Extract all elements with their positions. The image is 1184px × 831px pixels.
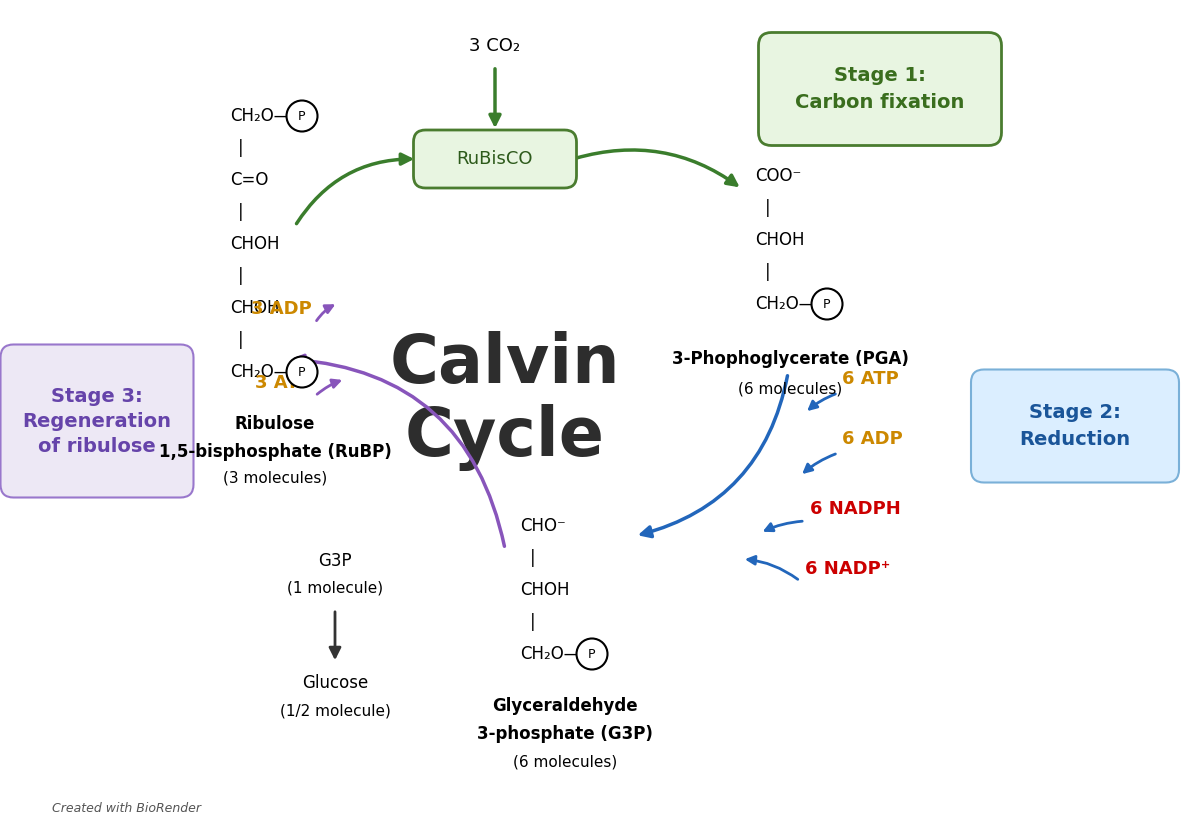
Text: (6 molecules): (6 molecules) xyxy=(738,381,842,396)
FancyArrowPatch shape xyxy=(296,154,411,224)
Text: 1,5-bisphosphate (RuBP): 1,5-bisphosphate (RuBP) xyxy=(159,443,392,461)
Text: Ribulose: Ribulose xyxy=(234,415,315,433)
Text: |: | xyxy=(238,331,244,349)
Text: 3-phosphate (G3P): 3-phosphate (G3P) xyxy=(477,725,652,743)
Text: 6 ATP: 6 ATP xyxy=(842,370,899,388)
Circle shape xyxy=(287,101,317,131)
Text: Stage 3:
Regeneration
of ribulose: Stage 3: Regeneration of ribulose xyxy=(22,386,172,455)
FancyBboxPatch shape xyxy=(759,32,1002,145)
Circle shape xyxy=(287,356,317,387)
Text: CHO⁻: CHO⁻ xyxy=(520,517,566,535)
Text: |: | xyxy=(238,203,244,221)
Text: P: P xyxy=(588,647,596,661)
Text: |: | xyxy=(238,139,244,157)
Text: (3 molecules): (3 molecules) xyxy=(223,470,327,485)
Text: CH₂O—: CH₂O— xyxy=(520,645,580,663)
Text: G3P: G3P xyxy=(318,552,352,570)
FancyArrowPatch shape xyxy=(765,521,803,531)
Text: Stage 2:
Reduction: Stage 2: Reduction xyxy=(1019,403,1131,449)
Text: 6 NADP⁺: 6 NADP⁺ xyxy=(805,560,890,578)
Text: 6 NADPH: 6 NADPH xyxy=(810,500,901,518)
Text: Glyceraldehyde: Glyceraldehyde xyxy=(493,697,638,715)
FancyArrowPatch shape xyxy=(748,557,798,579)
Text: |: | xyxy=(765,199,771,217)
FancyArrowPatch shape xyxy=(575,150,736,185)
Text: P: P xyxy=(298,366,305,378)
Text: CH₂O—: CH₂O— xyxy=(230,363,290,381)
Text: |: | xyxy=(238,267,244,285)
Text: 6 ADP: 6 ADP xyxy=(842,430,902,448)
Text: 3 ADP: 3 ADP xyxy=(251,300,313,318)
FancyArrowPatch shape xyxy=(490,69,500,125)
Text: CHOH: CHOH xyxy=(230,235,279,253)
FancyArrowPatch shape xyxy=(330,612,340,657)
Text: CHOH: CHOH xyxy=(520,581,570,599)
Text: 3 ATP: 3 ATP xyxy=(256,374,313,392)
Text: Created with BioRender: Created with BioRender xyxy=(52,803,201,815)
Text: P: P xyxy=(823,297,831,311)
Text: COO⁻: COO⁻ xyxy=(755,167,802,185)
FancyArrowPatch shape xyxy=(804,454,836,472)
FancyArrowPatch shape xyxy=(642,376,787,537)
FancyArrowPatch shape xyxy=(295,356,504,546)
Text: 3 CO₂: 3 CO₂ xyxy=(469,37,521,55)
Text: CH₂O—: CH₂O— xyxy=(755,295,816,313)
FancyArrowPatch shape xyxy=(317,380,340,394)
Text: (6 molecules): (6 molecules) xyxy=(513,755,617,770)
Text: P: P xyxy=(298,110,305,122)
Text: 3-Phophoglycerate (PGA): 3-Phophoglycerate (PGA) xyxy=(671,350,908,368)
Text: (1/2 molecule): (1/2 molecule) xyxy=(279,704,391,719)
FancyBboxPatch shape xyxy=(971,370,1179,483)
Text: (1 molecule): (1 molecule) xyxy=(287,581,384,596)
Text: Stage 1:
Carbon fixation: Stage 1: Carbon fixation xyxy=(796,66,965,111)
Text: C=O: C=O xyxy=(230,171,269,189)
FancyBboxPatch shape xyxy=(413,130,577,188)
Text: CH₂O—: CH₂O— xyxy=(230,107,290,125)
Text: |: | xyxy=(765,263,771,281)
Text: |: | xyxy=(530,613,535,631)
Text: CHOH: CHOH xyxy=(230,299,279,317)
FancyArrowPatch shape xyxy=(316,306,333,321)
Text: RuBisCO: RuBisCO xyxy=(457,150,533,168)
FancyBboxPatch shape xyxy=(0,345,193,498)
Circle shape xyxy=(811,288,843,319)
Text: |: | xyxy=(530,549,535,567)
Circle shape xyxy=(577,638,607,670)
Text: Glucose: Glucose xyxy=(302,674,368,692)
FancyArrowPatch shape xyxy=(810,394,836,409)
Text: CHOH: CHOH xyxy=(755,231,804,249)
Text: Calvin
Cycle: Calvin Cycle xyxy=(390,331,620,471)
